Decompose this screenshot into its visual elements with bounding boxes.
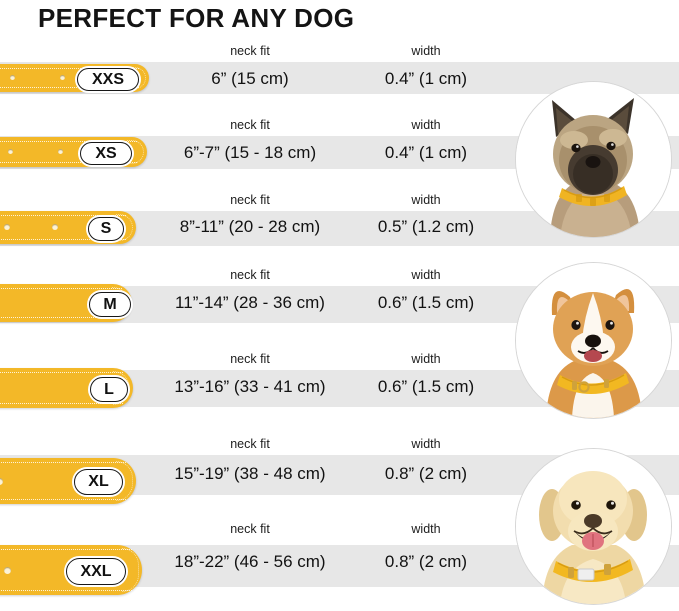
collar-graphic-l: L [0,368,133,408]
labrador-photo [515,448,672,605]
corgi-photo [515,262,672,419]
column-header-neck-fit: neck fit [230,437,270,451]
cell-neck-fit: 13”-16” (33 - 41 cm) [174,377,326,396]
stitch-line [0,403,123,404]
collar-hole [60,75,65,80]
small-terrier-photo [515,81,672,238]
size-badge-xxl: XXL [66,558,126,585]
collar-hole [4,567,11,574]
stitch-line [0,317,122,318]
column-header-width: width [411,522,441,536]
cell-width: 0.8” (2 cm) [384,464,468,483]
stitch-line [0,590,132,591]
stitch-line [0,215,126,216]
column-header-neck-fit: neck fit [230,352,270,366]
cell-neck-fit: 8”-11” (20 - 28 cm) [179,217,321,236]
column-header-neck-fit: neck fit [230,44,270,58]
collar-graphic-m: M [0,284,132,322]
stitch-line [0,239,126,240]
cell-neck-fit: 11”-14” (28 - 36 cm) [175,293,325,312]
terrier-illustration [516,82,671,237]
cell-neck-fit: 18”-22” (46 - 56 cm) [174,552,326,571]
collar-graphic-s: S [0,211,136,244]
collar-edge-stitch [129,67,146,89]
collar-hole [52,224,58,230]
cell-width: 0.6” (1.5 cm) [377,293,475,312]
collar-graphic-xxs: XXS [0,64,149,92]
cell-width: 0.8” (2 cm) [384,552,468,571]
column-header-neck-fit: neck fit [230,193,270,207]
stitch-line [0,68,139,69]
stitch-line [0,162,137,163]
stitch-line [0,499,126,500]
cell-width: 0.4” (1 cm) [384,143,468,162]
cell-neck-fit: 15”-19” (38 - 48 cm) [174,464,326,483]
cell-neck-fit: 6”-7” (15 - 18 cm) [183,143,317,162]
cell-width: 0.5” (1.2 cm) [377,217,475,236]
collar-hole [4,224,10,230]
size-badge-s: S [88,217,124,241]
page-title: PERFECT FOR ANY DOG [38,3,355,33]
stitch-line [0,87,139,88]
column-header-neck-fit: neck fit [230,118,270,132]
column-header-width: width [411,118,441,132]
column-header-neck-fit: neck fit [230,522,270,536]
collar-hole [58,149,63,154]
collar-graphic-xxl: XXL [0,545,142,595]
corgi-illustration [516,263,671,418]
size-badge-xxs: XXS [77,68,139,91]
cell-width: 0.4” (1 cm) [384,69,468,88]
size-badge-xl: XL [74,469,123,495]
collar-hole [0,478,3,485]
column-header-width: width [411,437,441,451]
column-header-neck-fit: neck fit [230,268,270,282]
cell-width: 0.6” (1.5 cm) [377,377,475,396]
collar-hole [8,149,13,154]
stitch-line [0,462,126,463]
stitch-line [0,141,137,142]
cell-neck-fit: 6” (15 cm) [211,69,289,88]
column-header-width: width [411,268,441,282]
collar-graphic-xl: XL [0,458,136,504]
labrador-illustration [516,449,671,604]
column-header-width: width [411,352,441,366]
stitch-line [0,372,123,373]
size-badge-l: L [90,377,128,402]
column-header-width: width [411,193,441,207]
column-header-width: width [411,44,441,58]
collar-graphic-xs: XS [0,137,147,167]
stitch-line [0,288,122,289]
stitch-line [0,549,132,550]
size-badge-m: M [89,292,131,317]
size-badge-xs: XS [80,142,132,165]
collar-hole [10,75,15,80]
